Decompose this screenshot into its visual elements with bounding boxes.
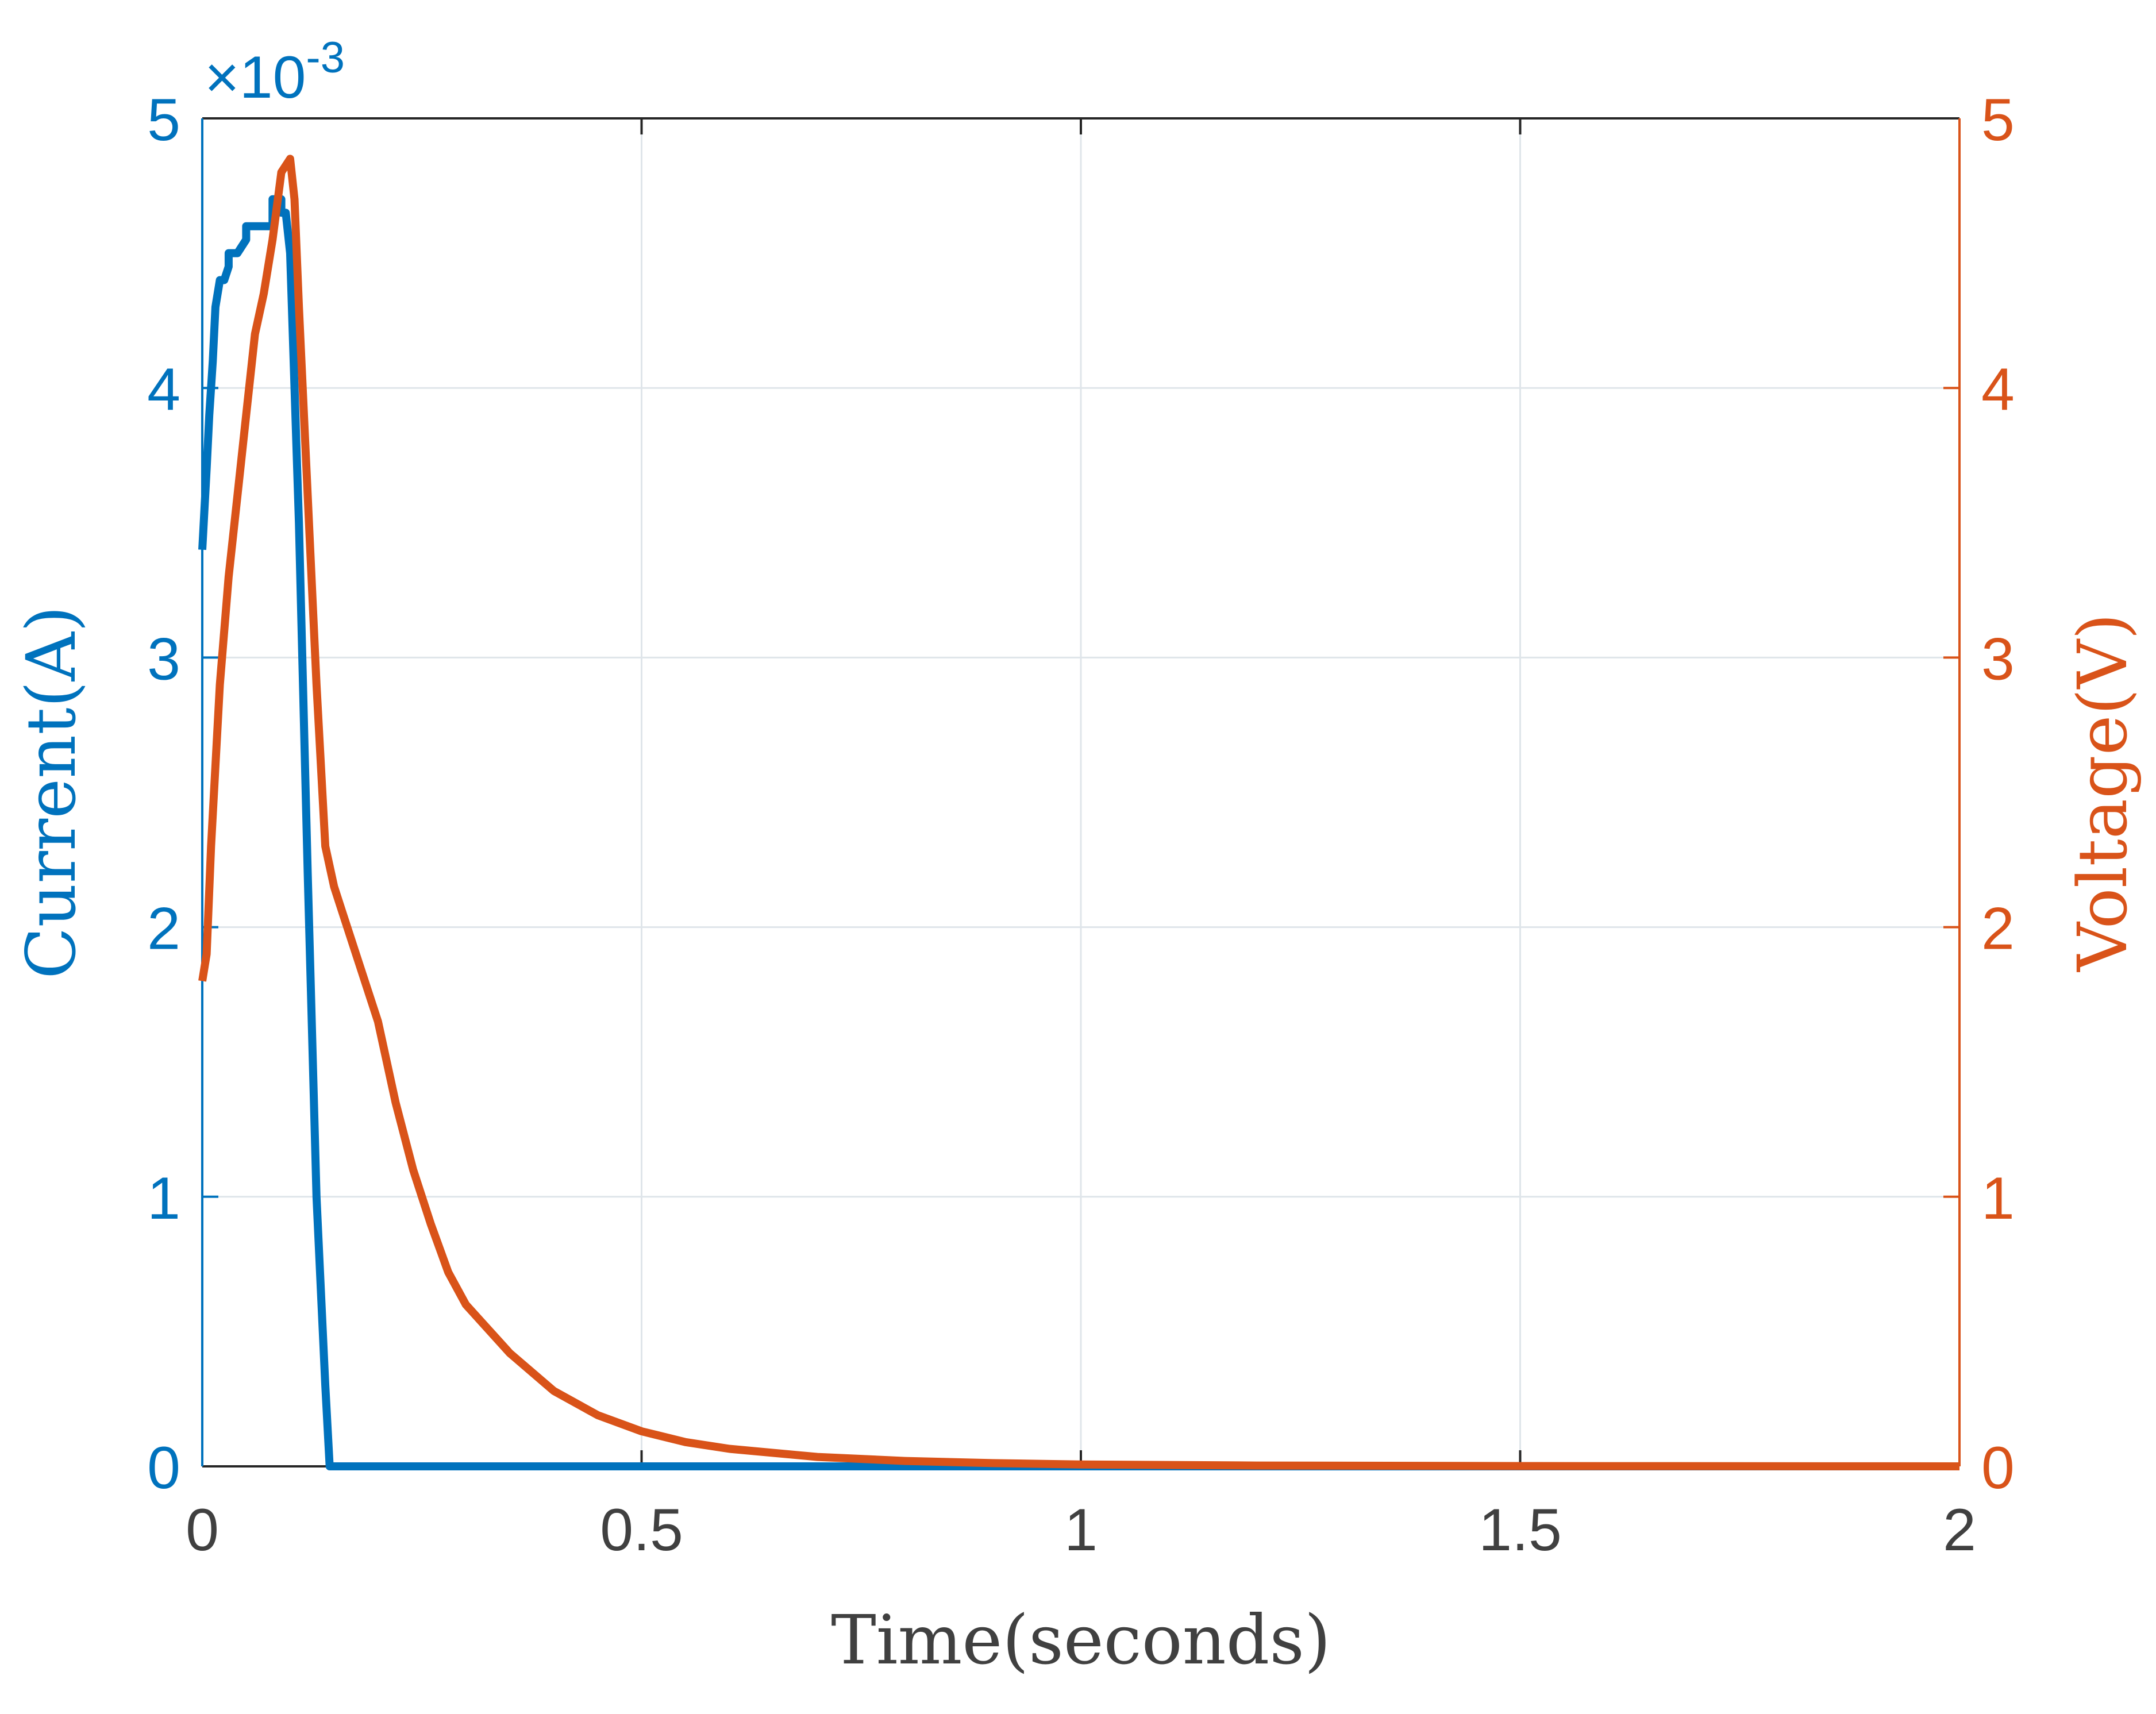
exponent-power: -3 <box>306 33 345 82</box>
label-layer: Time(seconds) Current(A) Voltage(V) ×10-… <box>11 33 2142 1680</box>
series-layer <box>198 155 1960 1470</box>
y-left-tick-label: 5 <box>147 87 180 153</box>
y-right-tick-label: 1 <box>1981 1165 2015 1232</box>
y-left-exponent-label: ×10-3 <box>205 33 345 111</box>
y-right-tick-label: 0 <box>1981 1435 2015 1501</box>
x-axis-title: Time(seconds) <box>831 1600 1331 1680</box>
x-tick-label: 1 <box>1064 1497 1098 1563</box>
x-tick-label: 0 <box>186 1497 219 1563</box>
x-tick-label: 0.5 <box>600 1497 683 1563</box>
y-left-tick-label: 3 <box>147 626 180 692</box>
y-left-tick-label: 0 <box>147 1435 180 1501</box>
y-left-tick-label: 1 <box>147 1165 180 1232</box>
y-left-tick-label: 4 <box>147 356 180 423</box>
y-right-axis-title: Voltage(V) <box>2063 613 2142 973</box>
x-tick-label: 2 <box>1943 1497 1976 1563</box>
y-right-tick-label: 2 <box>1981 896 2015 962</box>
y-right-tick-label: 4 <box>1981 356 2015 423</box>
exponent-base: ×10 <box>205 44 306 111</box>
voltage-series-line <box>198 155 1960 1470</box>
y-left-tick-label: 2 <box>147 896 180 962</box>
y-right-tick-label: 5 <box>1981 87 2015 153</box>
y-left-axis-title: Current(A) <box>11 606 91 979</box>
y-right-tick-label: 3 <box>1981 626 2015 692</box>
x-tick-label: 1.5 <box>1479 1497 1562 1563</box>
grid-layer <box>201 117 1961 1468</box>
